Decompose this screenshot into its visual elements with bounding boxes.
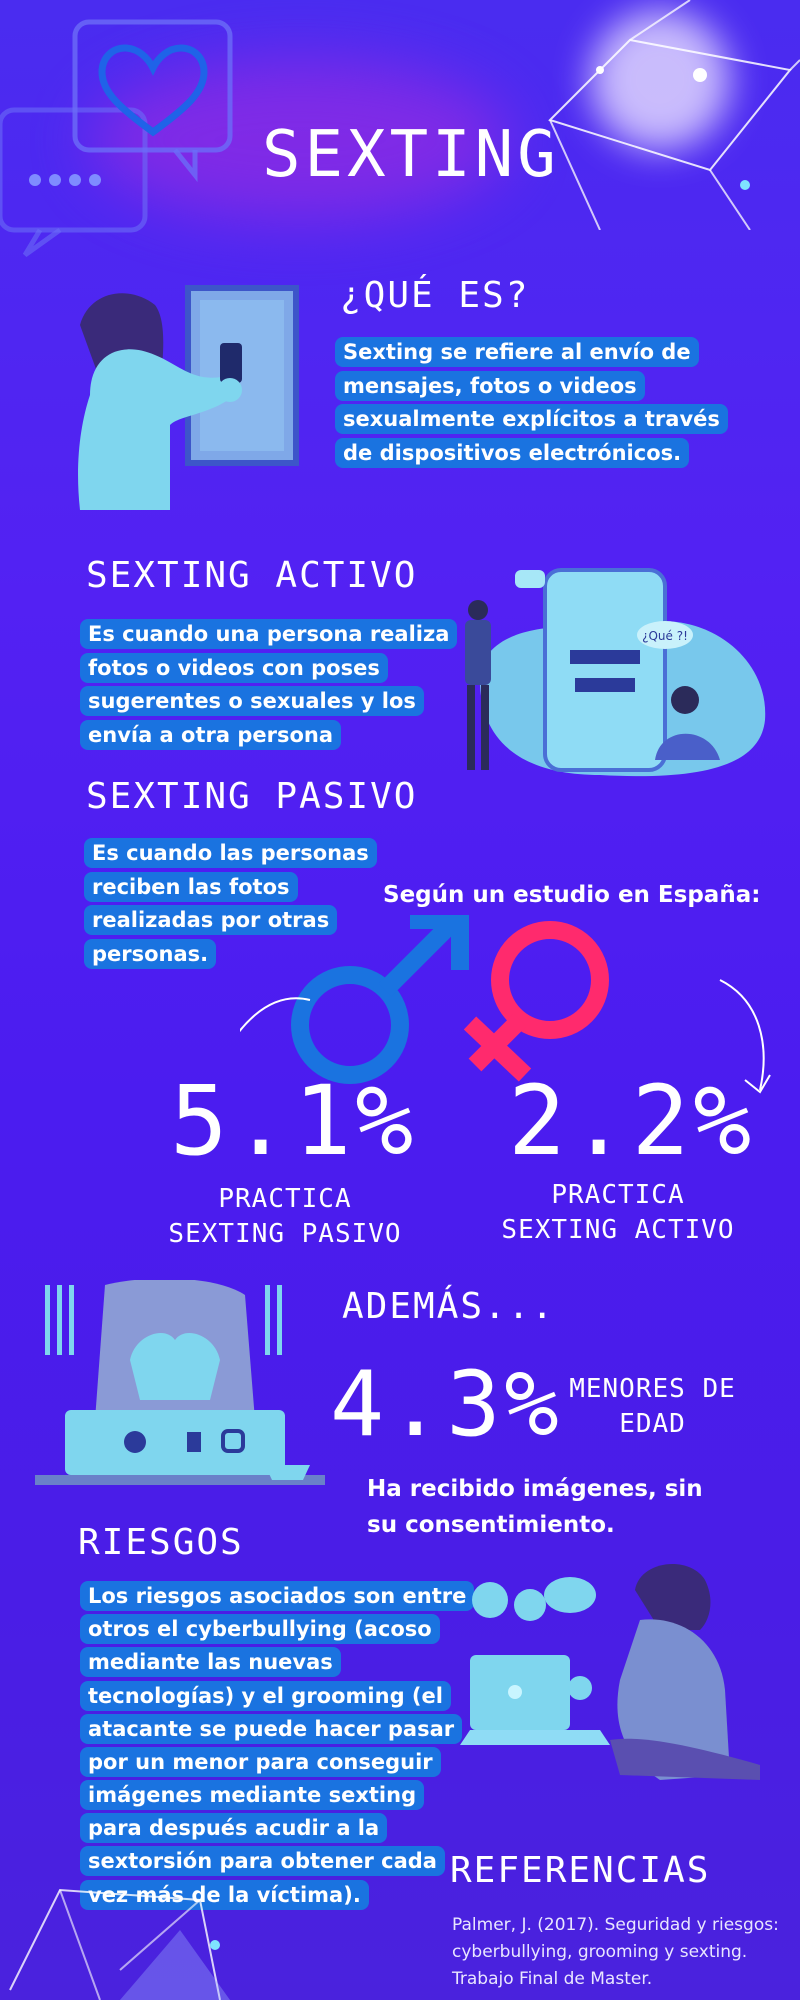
heart-chat-icon [0,19,233,258]
sexting-activo-heading: SEXTING ACTIVO [86,555,418,596]
estudio-label: Según un estudio en España: [383,882,761,908]
que-es-text: Sexting se refiere al envío de mensajes,… [335,336,728,470]
male-caption: PRACTICA SEXTING PASIVO [145,1182,425,1252]
ademas-side-line1: MENORES DE [569,1374,736,1404]
sad-person-illustration [460,1563,760,1780]
riesgos-line: tecnologías) y el grooming (el [80,1680,451,1711]
ademas-side: MENORES DE EDAD [560,1372,745,1442]
ademas-side-line2: EDAD [619,1409,686,1440]
female-caption: PRACTICA SEXTING ACTIVO [478,1178,758,1248]
laptop-person-illustration [35,1280,325,1485]
sexting-pasivo-text: Es cuando las personas reciben las fotos… [84,837,377,971]
cube-decoration [548,0,800,230]
pasivo-line: Es cuando las personas [84,838,377,868]
female-caption-line2: SEXTING ACTIVO [501,1215,735,1246]
male-caption-line2: SEXTING PASIVO [168,1219,402,1250]
que-es-line: mensajes, fotos o videos [335,370,645,401]
que-es-line: Sexting se refiere al envío de [335,337,699,367]
pasivo-line: reciben las fotos [84,871,298,902]
male-symbol-icon [291,915,469,1084]
riesgos-line: por un menor para conseguir [80,1746,441,1777]
facebook-icon [187,1432,201,1452]
activo-line: sugerentes o sexuales y los [80,686,424,717]
sexting-activo-text: Es cuando una persona realiza fotos o vi… [80,618,458,752]
pasivo-line: realizadas por otras [84,905,338,936]
riesgos-line: atacante se puede hacer pasar [80,1713,463,1744]
referencia-line: Palmer, J. (2017). Seguridad y riesgos: [452,1915,779,1935]
woman-selfie-illustration [78,285,299,510]
riesgos-line: sextorsión para obtener cada [80,1846,445,1877]
female-percentage: 2.2% [508,1065,756,1177]
riesgos-line: para después acudir a la [80,1813,388,1844]
riesgos-line: mediante las nuevas [80,1647,341,1678]
gender-symbols [240,915,771,1094]
activo-line: envía a otra persona [80,719,342,750]
female-symbol-icon [463,921,609,1082]
referencias-text: Palmer, J. (2017). Seguridad y riesgos: … [452,1912,779,1994]
que-es-line: de dispositivos electrónicos. [335,437,690,468]
riesgos-text: Los riesgos asociados son entre otros el… [80,1580,475,1912]
activo-line: fotos o videos con poses [80,652,388,683]
phone-people-illustration: ¿Qué ?! [465,568,766,777]
bg-glow-top-left [90,60,510,220]
referencia-line: cyberbullying, grooming y sexting. [452,1942,748,1963]
ademas-caption-line1: Ha recibido imágenes, sin [367,1476,703,1502]
pasivo-line: personas. [84,938,217,969]
riesgos-heading: RIESGOS [78,1522,244,1563]
twitter-icon [124,1431,146,1453]
bg-glow-top-right [590,10,730,150]
referencia-line: Trabajo Final de Master. [452,1969,653,1990]
male-caption-line1: PRACTICA [218,1184,352,1214]
ademas-heading: ADEMÁS... [342,1286,556,1327]
male-percentage: 5.1% [170,1065,418,1177]
female-caption-line1: PRACTICA [551,1180,685,1210]
que-es-line: sexualmente explícitos a través [335,404,728,435]
riesgos-line: otros el cyberbullying (acoso [80,1614,440,1645]
riesgos-line: vez más de la víctima). [80,1879,369,1910]
riesgos-line: Los riesgos asociados son entre [80,1581,475,1611]
riesgos-line: imágenes mediante sexting [80,1780,425,1811]
ademas-percentage: 4.3% [330,1352,563,1457]
ademas-caption: Ha recibido imágenes, sin su consentimie… [367,1472,703,1543]
que-es-heading: ¿QUÉ ES? [340,275,530,316]
cube-decoration-bottom [9,1888,230,2000]
phone-bubble-text: ¿Qué ?! [642,629,688,643]
activo-line: Es cuando una persona realiza [80,619,458,649]
page-title: SEXTING [262,118,560,192]
instagram-icon [221,1429,245,1453]
referencias-heading: REFERENCIAS [450,1850,711,1891]
ademas-caption-line2: su consentimiento. [367,1511,615,1538]
sexting-pasivo-heading: SEXTING PASIVO [86,776,418,817]
